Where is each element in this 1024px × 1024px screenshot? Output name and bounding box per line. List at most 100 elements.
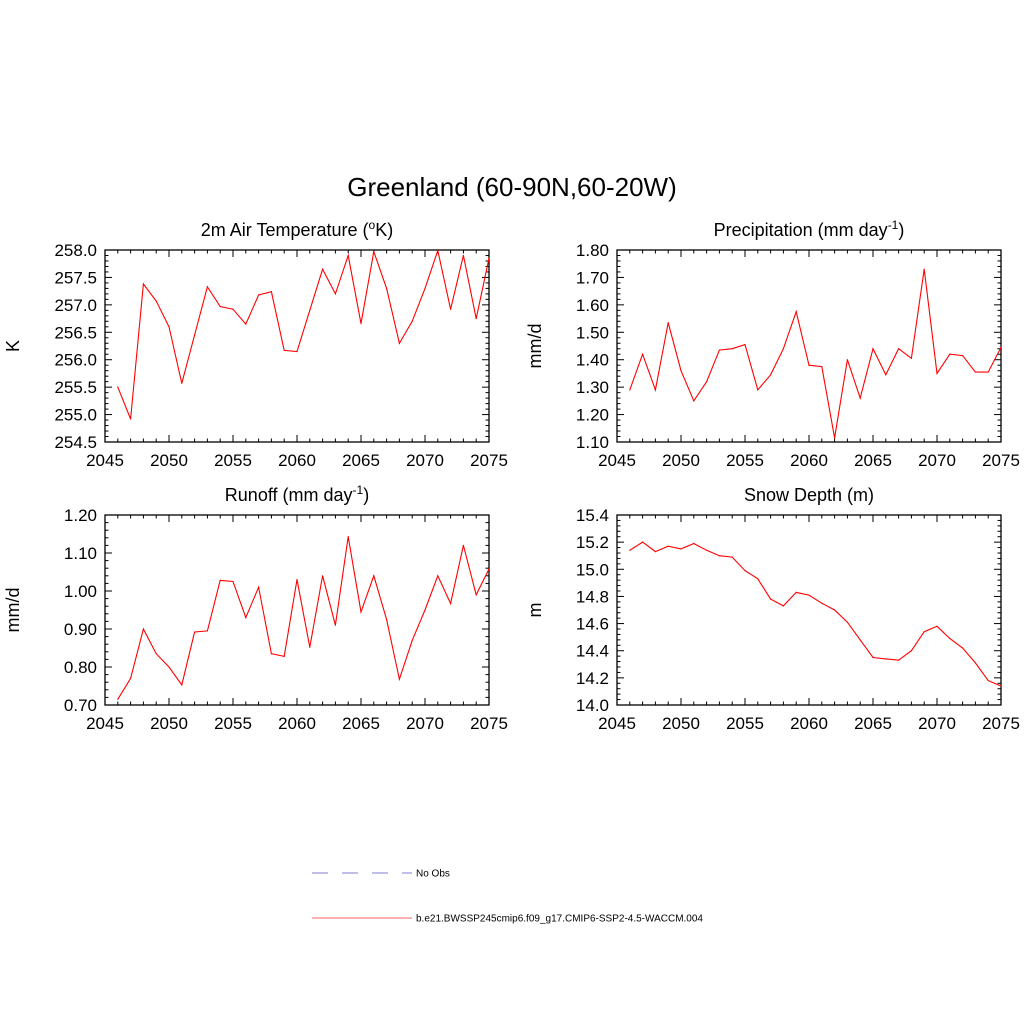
data-point	[834, 609, 836, 611]
data-point	[680, 548, 682, 550]
y-tick-label: 1.20	[64, 506, 97, 525]
data-point	[386, 618, 388, 621]
data-point	[667, 545, 669, 547]
data-point	[219, 579, 221, 581]
data-point	[322, 268, 324, 270]
data-point	[424, 609, 426, 611]
data-point	[654, 389, 657, 391]
data-point	[347, 254, 349, 257]
x-tick-label: 2045	[598, 714, 636, 733]
x-tick-label: 2045	[86, 451, 124, 470]
data-point	[885, 374, 887, 376]
x-tick-label: 2060	[278, 451, 316, 470]
panel-title: Runoff (mm day-1)	[225, 483, 369, 505]
data-point	[386, 287, 388, 289]
y-tick-label: 0.80	[64, 658, 97, 677]
panel-title-sup: -1	[353, 483, 364, 497]
plot-frame	[104, 249, 490, 443]
data-point	[462, 544, 464, 547]
y-tick-label: 14.0	[576, 696, 609, 715]
data-point	[130, 677, 132, 680]
data-point	[424, 287, 426, 289]
data-point	[770, 598, 772, 600]
data-point	[629, 549, 631, 551]
data-point	[488, 568, 490, 570]
x-tick-label: 2050	[150, 451, 188, 470]
data-point	[1000, 685, 1002, 687]
y-tick-label: 254.5	[54, 433, 97, 452]
legend: No Obs b.e21.BWSSP245cmip6.f09_g17.CMIP6-…	[312, 869, 703, 925]
data-point	[898, 659, 900, 661]
y-tick-label: 1.40	[576, 351, 609, 370]
data-point	[706, 549, 708, 551]
data-point	[437, 575, 439, 577]
data-point	[731, 348, 733, 350]
data-point	[334, 624, 336, 626]
data-point	[398, 342, 400, 344]
series-line	[629, 269, 1002, 438]
legend-label: b.e21.BWSSP245cmip6.f09_g17.CMIP6-SSP2-4…	[416, 914, 703, 925]
data-point	[309, 309, 311, 311]
y-tick-label: 257.5	[54, 268, 97, 287]
y-tick-label: 258.0	[54, 241, 97, 260]
panel-title-main: Runoff (mm day	[225, 485, 353, 505]
data-point	[821, 602, 823, 604]
x-tick-label: 2055	[214, 451, 252, 470]
data-point	[782, 605, 785, 607]
data-point	[642, 541, 644, 543]
data-point	[398, 678, 400, 680]
data-point	[680, 370, 682, 372]
data-point	[475, 594, 477, 596]
data-point	[296, 350, 298, 353]
data-point	[206, 630, 208, 632]
data-point	[411, 320, 413, 322]
data-point	[373, 251, 375, 253]
y-axis-label: m	[525, 603, 545, 618]
data-point	[808, 594, 810, 596]
data-point	[194, 334, 196, 336]
y-tick-label: 1.10	[576, 433, 609, 452]
data-point	[795, 311, 797, 313]
y-tick-label: 255.0	[54, 406, 97, 425]
x-tick-label: 2050	[150, 714, 188, 733]
data-point	[475, 317, 477, 320]
data-point	[898, 348, 900, 350]
data-point	[846, 359, 849, 361]
panel-title-sup: -1	[888, 218, 899, 232]
data-point	[885, 658, 887, 660]
panel-title: Precipitation (mm day-1)	[714, 218, 905, 240]
data-point	[987, 371, 989, 373]
y-tick-label: 255.5	[54, 378, 97, 397]
data-point	[360, 611, 362, 613]
y-tick-label: 1.30	[576, 378, 609, 397]
data-point	[693, 400, 695, 402]
data-point	[962, 647, 964, 649]
data-point	[130, 418, 132, 420]
data-point	[232, 580, 234, 583]
y-tick-label: 15.2	[576, 533, 609, 552]
y-tick-label: 1.00	[64, 582, 97, 601]
data-point	[488, 257, 490, 259]
x-tick-label: 2075	[982, 451, 1020, 470]
panel-3: Runoff (mm day-1) 2045 2050 2055 2060 2065 207…	[3, 483, 508, 733]
data-point	[437, 249, 439, 252]
data-point	[923, 268, 925, 270]
data-point	[168, 326, 170, 328]
data-point	[168, 666, 170, 668]
y-tick-label: 14.6	[576, 615, 609, 634]
data-point	[936, 625, 938, 627]
x-tick-label: 2055	[726, 714, 764, 733]
x-tick-label: 2055	[214, 714, 252, 733]
data-point	[155, 653, 157, 655]
data-point	[309, 646, 311, 648]
y-tick-label: 0.90	[64, 620, 97, 639]
panel-title-main: Snow Depth (m)	[744, 485, 874, 505]
x-tick-label: 2065	[854, 714, 892, 733]
data-point	[283, 655, 285, 657]
data-point	[245, 323, 247, 325]
series-line	[629, 541, 1002, 687]
y-tick-label: 256.5	[54, 323, 97, 342]
data-point	[258, 294, 260, 296]
x-tick-label: 2070	[406, 714, 444, 733]
x-tick-label: 2060	[278, 714, 316, 733]
